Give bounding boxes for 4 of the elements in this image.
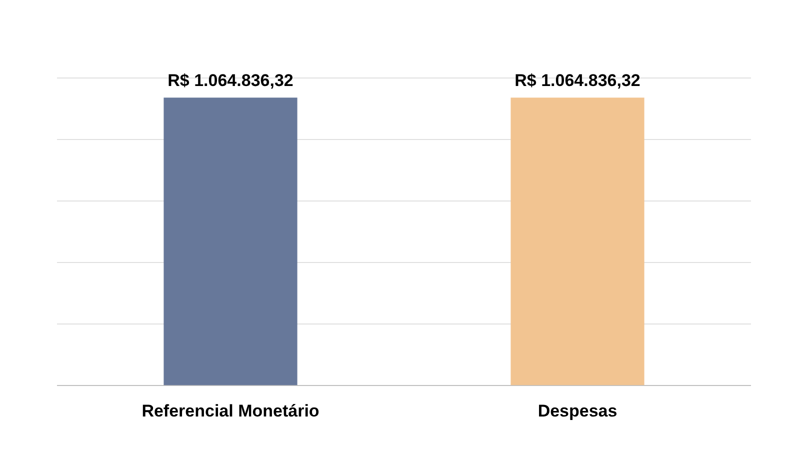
x-tick-label: Despesas [538,401,618,420]
x-tick-label: Referencial Monetário [142,401,320,420]
data-label: R$ 1.064.836,32 [168,70,294,90]
data-label: R$ 1.064.836,32 [514,70,640,90]
